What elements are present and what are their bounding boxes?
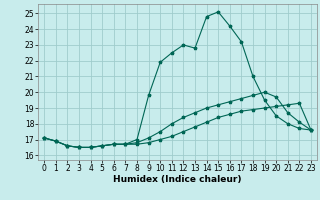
X-axis label: Humidex (Indice chaleur): Humidex (Indice chaleur) bbox=[113, 175, 242, 184]
